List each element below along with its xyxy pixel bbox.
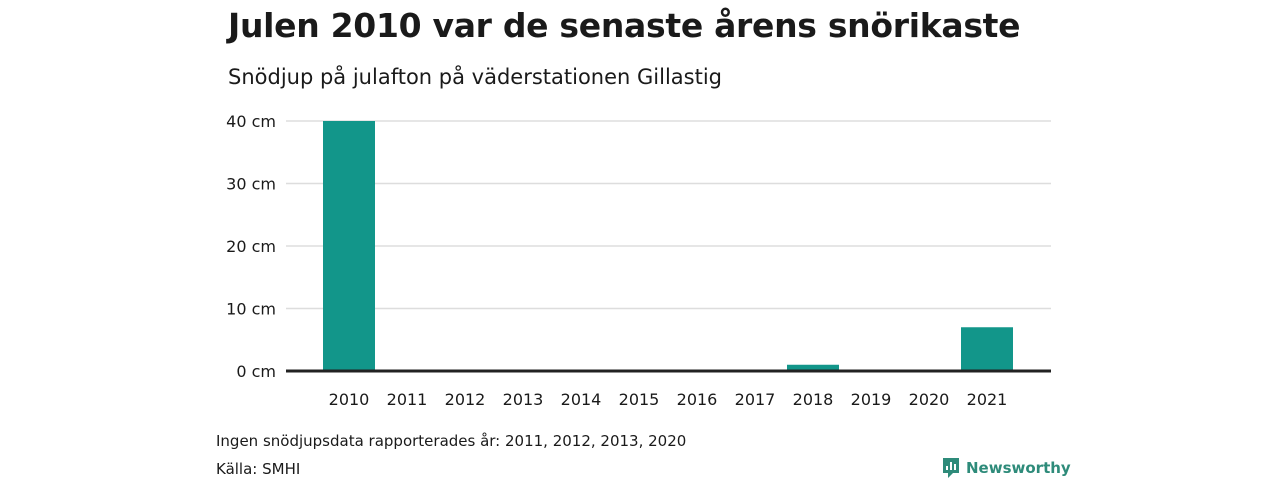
x-tick-label: 2014 (561, 390, 602, 409)
bar-2018 (787, 364, 839, 371)
x-tick-label: 2017 (735, 390, 776, 409)
x-tick-label: 2016 (677, 390, 718, 409)
y-tick-label: 30 cm (226, 175, 276, 194)
x-tick-label: 2021 (967, 390, 1008, 409)
y-tick-label: 10 cm (226, 300, 276, 319)
x-tick-label: 2018 (793, 390, 834, 409)
y-tick-label: 40 cm (226, 112, 276, 131)
brand-name: Newsworthy (966, 459, 1071, 477)
x-tick-label: 2015 (619, 390, 660, 409)
y-tick-label: 20 cm (226, 237, 276, 256)
source-label: Källa: SMHI (216, 460, 301, 478)
x-tick-label: 2013 (503, 390, 544, 409)
chart-subtitle: Snödjup på julafton på väderstationen Gi… (228, 65, 722, 89)
x-tick-label: 2020 (909, 390, 950, 409)
chart-title: Julen 2010 var de senaste årens snörikas… (228, 6, 1021, 45)
x-tick-label: 2010 (329, 390, 370, 409)
bar-2010 (323, 121, 375, 371)
x-tick-label: 2011 (387, 390, 428, 409)
y-tick-label: 0 cm (236, 362, 276, 381)
x-tick-label: 2012 (445, 390, 486, 409)
x-tick-label: 2019 (851, 390, 892, 409)
newsworthy-logo-icon (943, 458, 959, 478)
missing-data-note: Ingen snödjupsdata rapporterades år: 201… (216, 432, 687, 450)
brand-logo: Newsworthy (942, 457, 1071, 479)
bar-2021 (961, 327, 1013, 371)
